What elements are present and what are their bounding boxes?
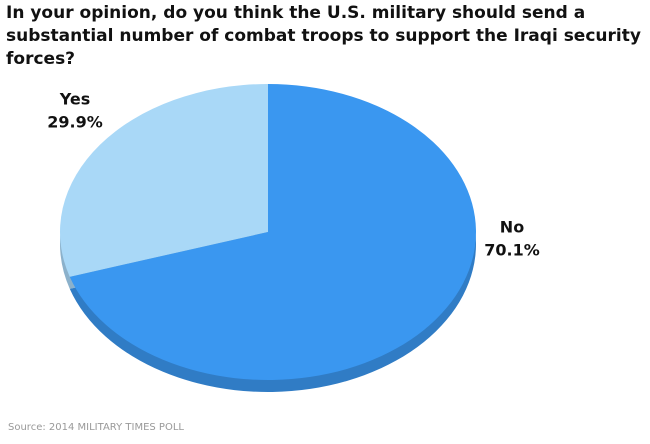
- source: Source: 2014 MILITARY TIMES POLL: [8, 422, 184, 433]
- chart-title: In your opinion, do you think the U.S. m…: [6, 3, 641, 69]
- slice-value-label: 29.9%: [47, 113, 103, 132]
- slice: [69, 84, 476, 380]
- slice: [59, 84, 268, 277]
- slice-label: No: [500, 218, 524, 237]
- slice-label: Yes: [59, 90, 91, 109]
- slice-value-label: 70.1%: [484, 241, 540, 260]
